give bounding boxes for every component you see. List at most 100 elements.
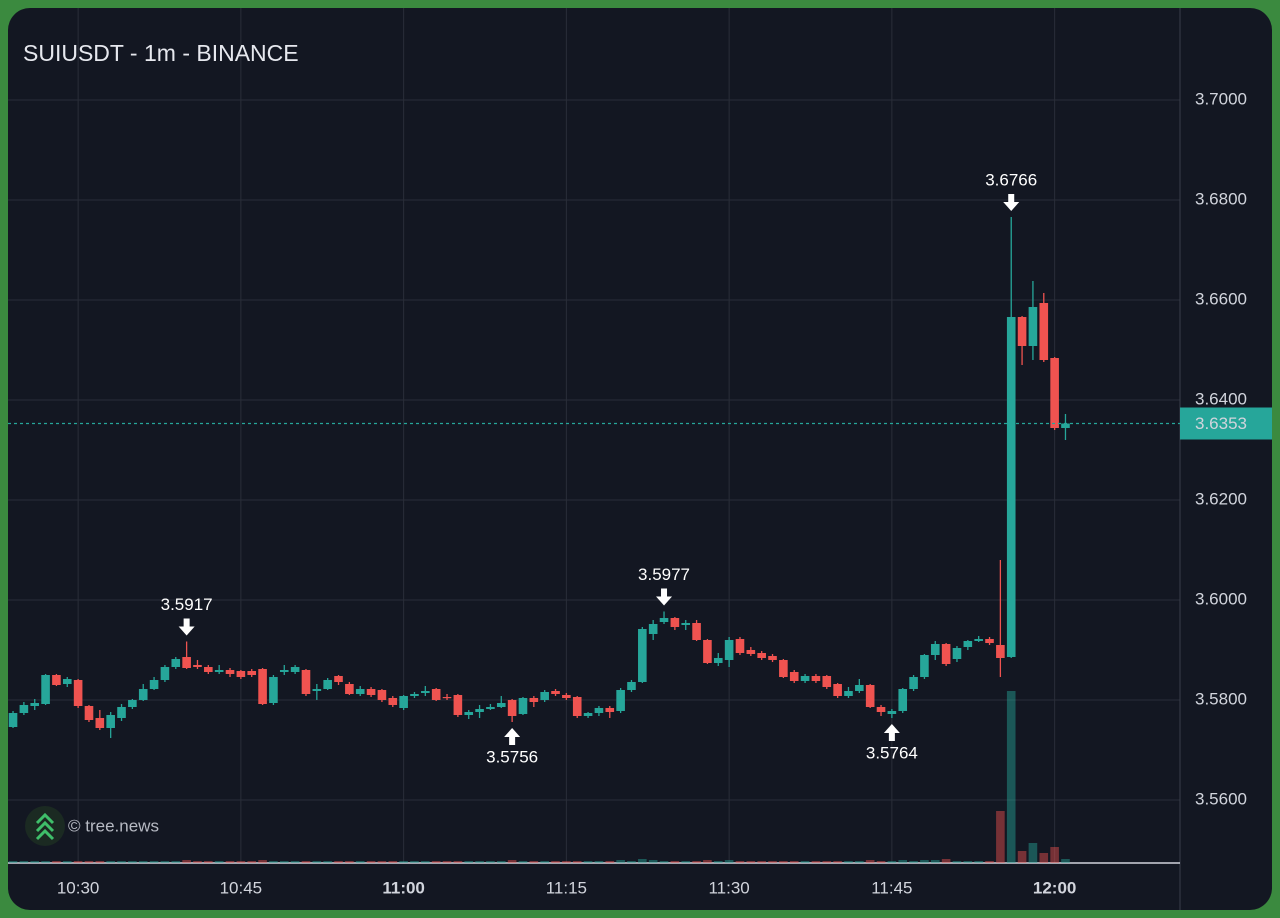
volume-bar	[898, 860, 908, 863]
volume-bar	[366, 861, 376, 863]
candle-body	[442, 697, 452, 699]
candle-body	[562, 695, 571, 698]
candle-body	[648, 624, 658, 634]
candle-body	[149, 680, 159, 689]
volume-bar	[73, 861, 83, 863]
volume-bar	[1039, 853, 1049, 863]
volume-bar	[920, 860, 929, 863]
volume-bar	[475, 861, 484, 863]
candle-body	[811, 676, 821, 681]
candle-body	[735, 639, 745, 653]
high-annotation: 3.6766	[985, 170, 1037, 189]
volume-bar	[713, 861, 723, 863]
candle-body	[290, 667, 300, 672]
volume-bar	[648, 860, 658, 863]
candle-body	[453, 695, 463, 715]
candle-body	[518, 698, 528, 714]
volume-bar	[138, 861, 148, 863]
y-tick-label: 3.6200	[1195, 489, 1247, 508]
candle-body	[822, 676, 832, 687]
volume-bar	[128, 861, 137, 863]
volume-bar	[106, 861, 115, 863]
x-tick-label: 11:00	[382, 878, 425, 897]
candle-body	[1061, 423, 1070, 428]
volume-bar	[757, 861, 766, 863]
low-annotation: 3.5756	[486, 747, 538, 766]
candle-body	[800, 676, 810, 681]
candle-body	[757, 653, 766, 658]
volume-bar	[377, 861, 387, 863]
candle-body	[355, 689, 365, 694]
volume-bar	[724, 860, 734, 863]
last-price-label: 3.6353	[1195, 414, 1247, 433]
candle-body	[52, 675, 61, 685]
candle-body	[627, 682, 636, 690]
volume-bar	[746, 861, 756, 863]
volume-bar	[442, 861, 452, 863]
volume-bar	[388, 861, 398, 863]
volume-bar	[117, 861, 126, 863]
candle-body	[920, 655, 929, 677]
volume-bar	[182, 860, 191, 863]
candle-body	[377, 690, 387, 700]
watermark-text: © tree.news	[68, 816, 159, 835]
y-tick-label: 3.6400	[1195, 389, 1247, 408]
volume-bar	[269, 861, 278, 863]
candle-body	[236, 671, 246, 677]
candle-body	[486, 707, 495, 709]
annotation-arrow	[504, 728, 521, 745]
annotation-arrow	[178, 618, 195, 636]
candle-body	[724, 640, 734, 660]
candle-body	[1006, 317, 1016, 657]
candle-body	[887, 711, 897, 714]
candle-body	[855, 685, 864, 691]
volume-bar	[431, 861, 441, 863]
candle-body	[475, 709, 484, 712]
candle-body	[410, 694, 419, 696]
volume-bar	[855, 861, 864, 863]
candle-body	[605, 708, 615, 712]
candle-body	[941, 644, 951, 664]
volume-bar	[301, 861, 311, 863]
candle-body	[909, 677, 918, 689]
candle-body	[1039, 303, 1049, 360]
candle-body	[865, 685, 875, 707]
candle-body	[41, 675, 50, 704]
candle-body	[193, 665, 202, 667]
x-tick-label: 10:30	[57, 878, 100, 897]
candle-body	[388, 698, 398, 705]
candle-body	[638, 629, 647, 682]
volume-bar	[518, 861, 528, 863]
volume-bar	[486, 861, 495, 863]
volume-bar	[399, 861, 408, 863]
candle-body	[952, 648, 962, 659]
candle-body	[301, 670, 311, 694]
candle-body	[73, 680, 83, 706]
watermark-icon	[35, 812, 55, 841]
candle-body	[214, 670, 224, 672]
volume-bar	[583, 861, 593, 863]
volume-bar	[1006, 691, 1016, 863]
volume-bar	[453, 861, 463, 863]
volume-bar	[909, 861, 918, 863]
y-tick-label: 3.6000	[1195, 589, 1247, 608]
x-tick-label: 11:30	[708, 878, 749, 897]
candle-body	[529, 698, 539, 702]
volume-bar	[865, 860, 875, 863]
volume-bar	[279, 861, 289, 863]
x-tick-label: 12:00	[1033, 878, 1076, 897]
volume-bar	[985, 861, 994, 863]
volume-bar	[204, 861, 213, 863]
volume-bar	[930, 860, 940, 863]
volume-bar	[19, 861, 29, 863]
candle-body	[279, 670, 289, 672]
volume-bar	[974, 861, 983, 863]
candle-body	[269, 677, 278, 703]
watermark-logo	[25, 806, 65, 846]
candle-body	[844, 691, 853, 696]
volume-bar	[779, 861, 788, 863]
volume-bar	[30, 861, 40, 863]
volume-bar	[312, 861, 322, 863]
low-annotation: 3.5764	[866, 743, 918, 762]
volume-bar	[334, 861, 343, 863]
